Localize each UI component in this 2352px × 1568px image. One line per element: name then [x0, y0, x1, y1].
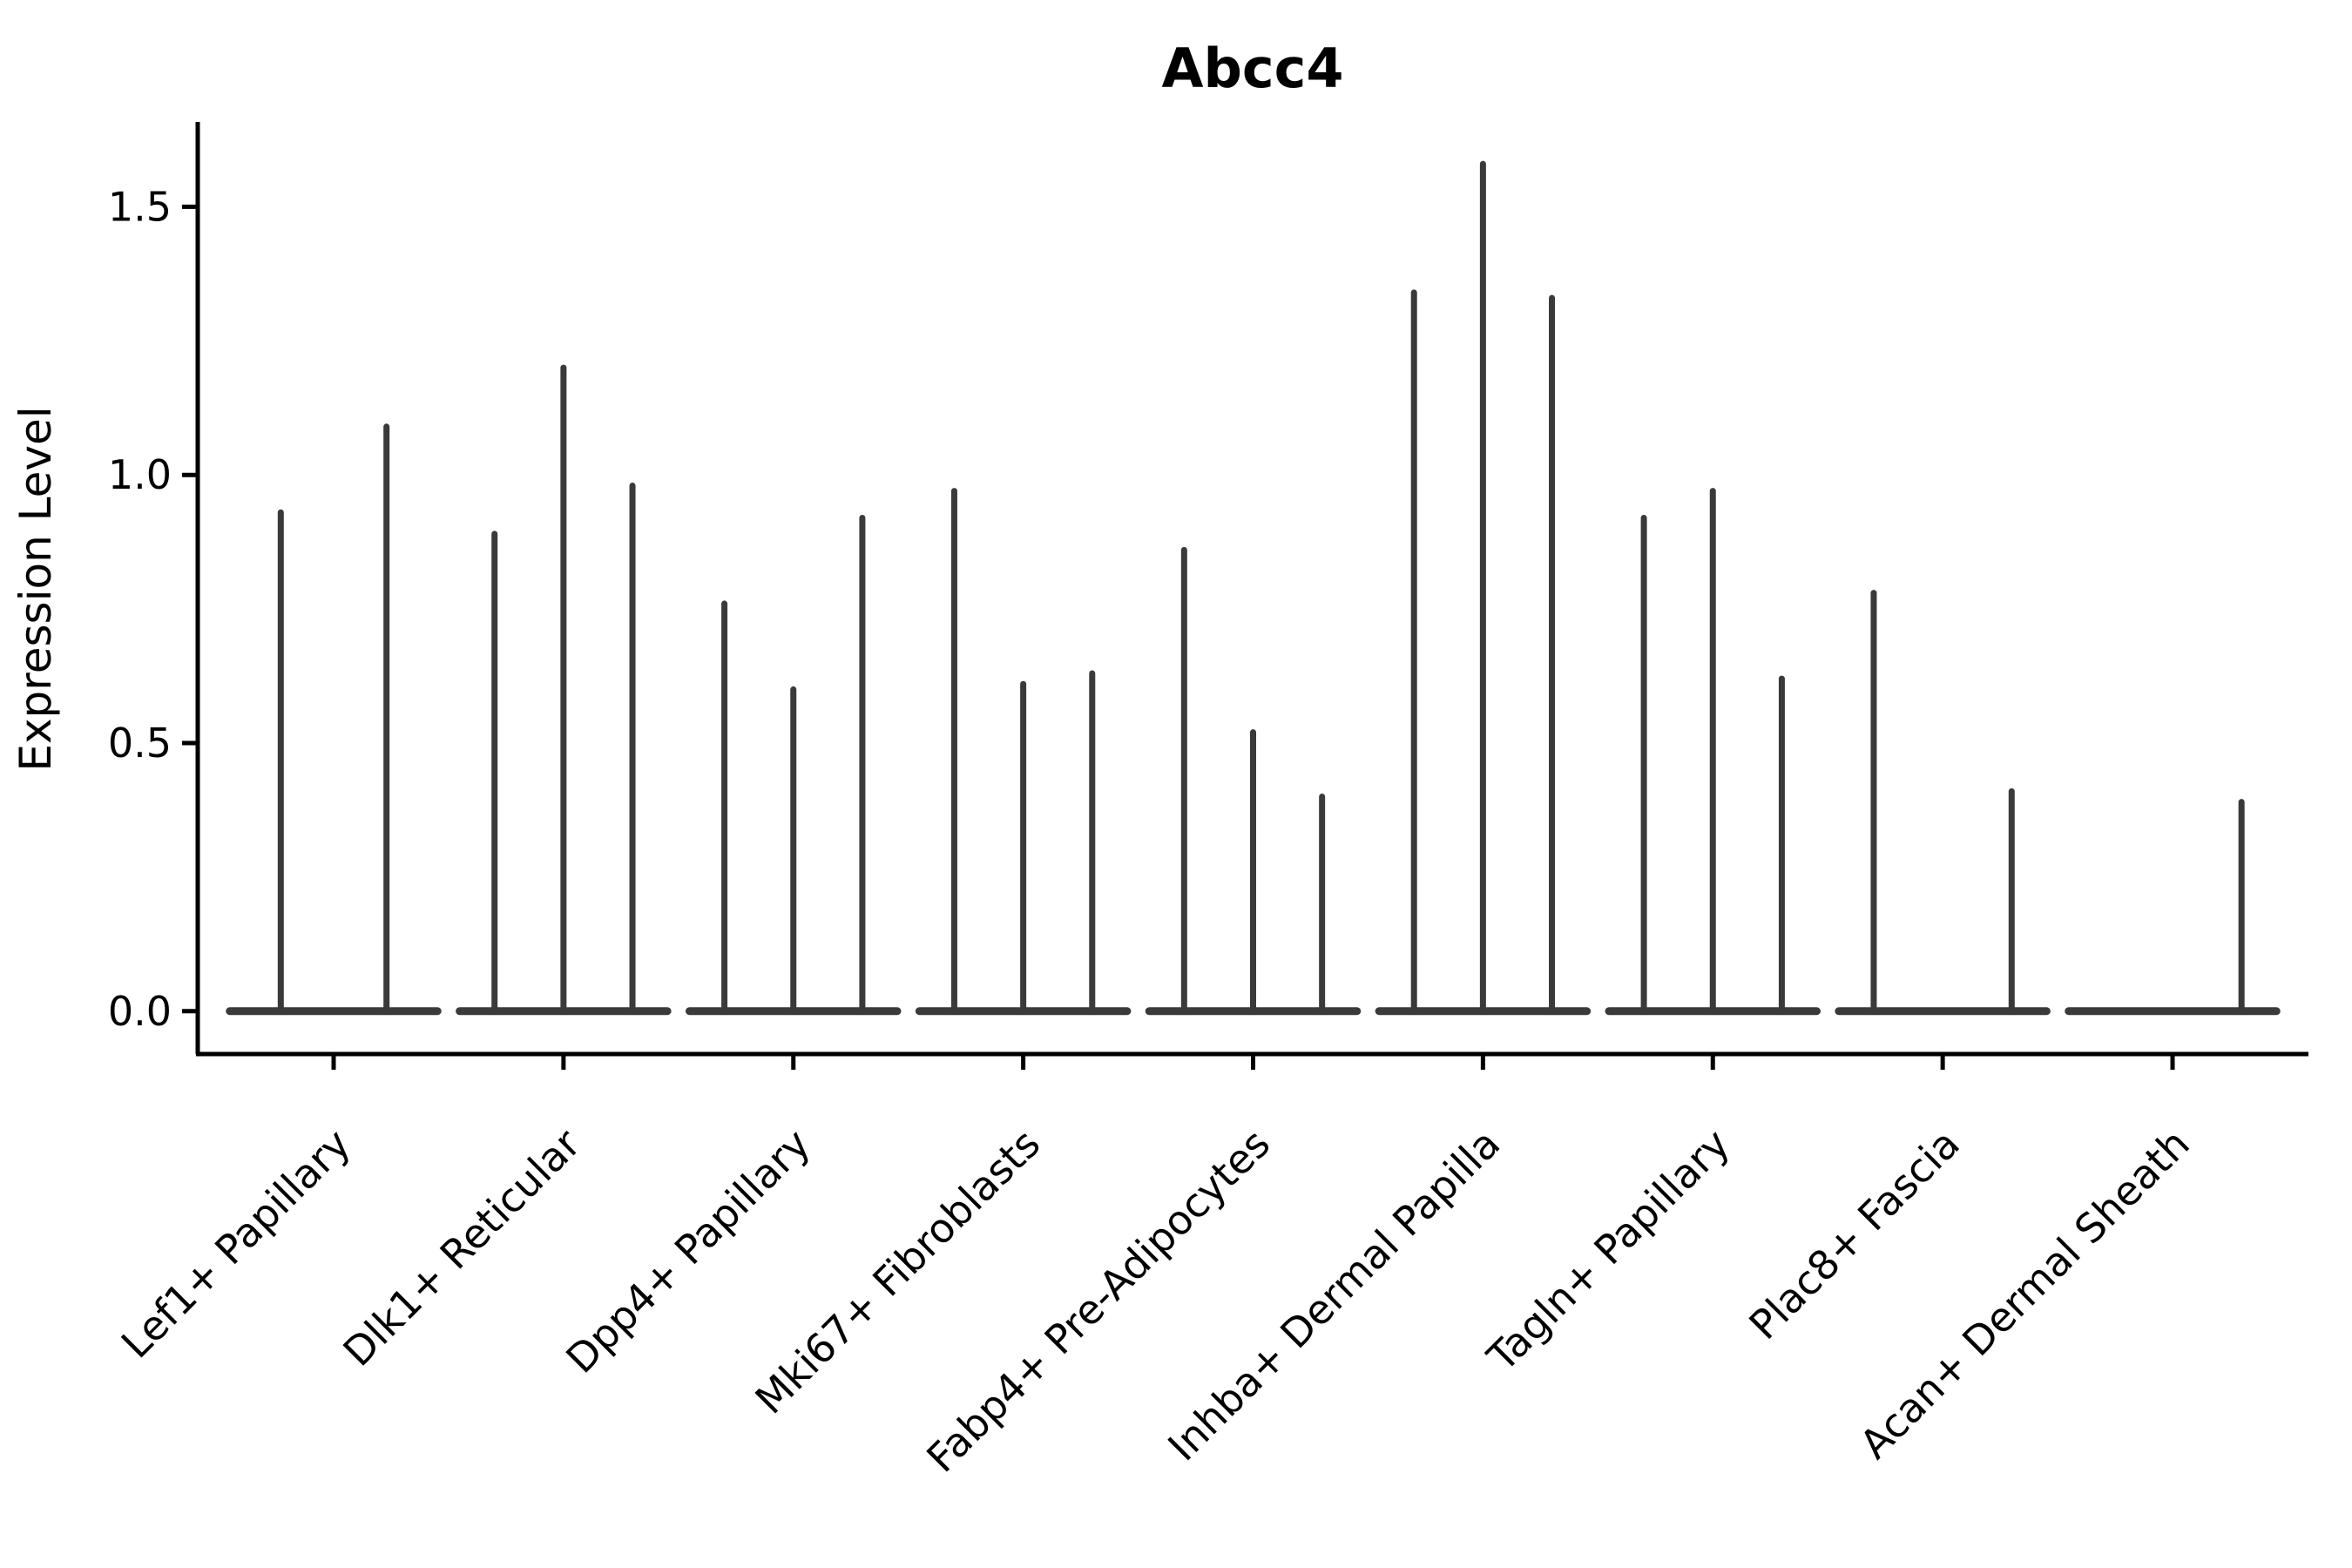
chart-title: Abcc4 [1161, 37, 1343, 100]
y-tick-label: 1.0 [108, 451, 172, 498]
y-tick-label: 0.0 [108, 988, 172, 1035]
x-category-label: Dlk1+ Reticular [334, 1120, 589, 1375]
x-category-label: Dpp4+ Papillary [557, 1120, 819, 1382]
y-tick-label: 1.5 [108, 183, 172, 230]
y-axis-label: Expression Level [10, 406, 61, 771]
x-category-label: Plac8+ Fascia [1740, 1120, 1969, 1348]
y-tick-label: 0.5 [108, 720, 172, 767]
x-category-label: Tagln+ Papillary [1477, 1120, 1739, 1382]
x-category-label: Lef1+ Papillary [112, 1120, 360, 1368]
